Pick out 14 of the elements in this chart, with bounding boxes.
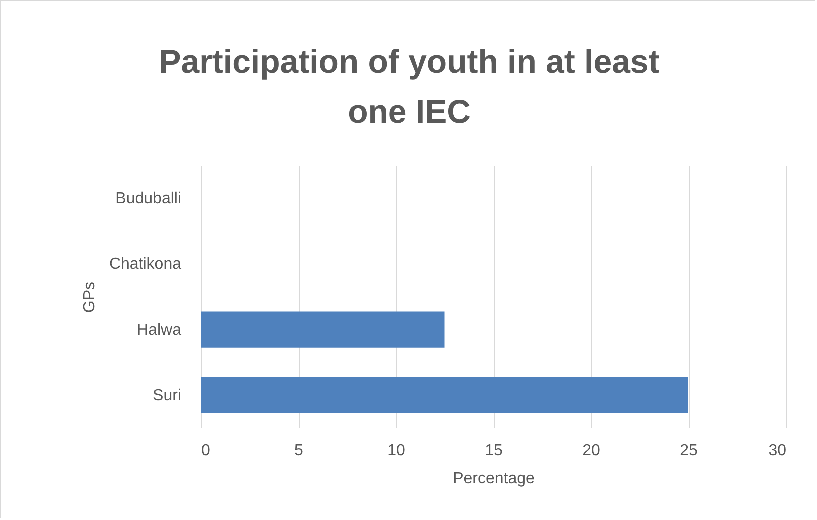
chart-title: Participation of youth in at least one IEC [159, 43, 660, 130]
x-tick-label: 30 [768, 442, 787, 460]
x-tick-label: 15 [485, 442, 503, 460]
y-axis-title: GPs [81, 282, 98, 314]
y-tick-label: Buduballi [116, 190, 182, 208]
x-tick-label: 10 [388, 442, 406, 460]
x-axis-title: Percentage [453, 470, 536, 488]
x-tick-label: 5 [294, 442, 304, 460]
x-tick-label: 25 [680, 442, 698, 460]
y-tick-label: Halwa [137, 322, 182, 339]
x-tick-label: 0 [202, 442, 210, 460]
y-tick-label: Chatikona [109, 256, 182, 274]
x-tick-label: 20 [582, 442, 600, 460]
y-tick-label: Suri [153, 387, 182, 404]
